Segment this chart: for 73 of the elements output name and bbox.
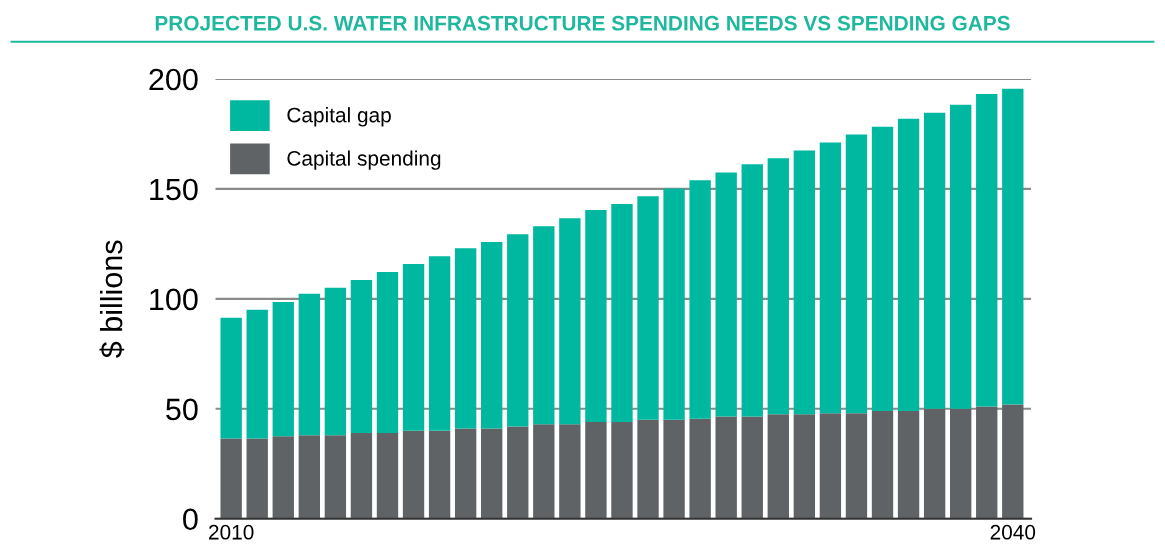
bar xyxy=(533,424,555,519)
bar xyxy=(428,256,451,431)
bar xyxy=(1002,88,1024,405)
bar xyxy=(689,418,711,519)
x-tick-label: 2010 xyxy=(209,524,254,540)
bar xyxy=(897,118,920,411)
bar xyxy=(585,210,607,422)
x-tick-label: 2040 xyxy=(990,524,1036,540)
bar xyxy=(950,104,972,409)
bar xyxy=(611,421,633,519)
y-tick-label: 100 xyxy=(150,288,198,311)
bar xyxy=(871,411,894,519)
bar xyxy=(767,158,789,415)
bar xyxy=(350,279,373,433)
bar xyxy=(819,413,842,519)
bar xyxy=(1002,404,1024,519)
bar xyxy=(272,301,294,437)
bar xyxy=(897,411,920,519)
bar xyxy=(533,226,555,425)
bar xyxy=(976,94,998,407)
bar xyxy=(507,426,529,519)
bar xyxy=(923,408,946,519)
bar xyxy=(559,424,581,519)
y-axis-title: $ billions xyxy=(99,240,125,358)
bar xyxy=(585,421,607,519)
bar xyxy=(637,419,659,519)
bar xyxy=(559,218,581,425)
bar xyxy=(298,293,320,436)
bar xyxy=(220,438,242,519)
bar xyxy=(793,150,816,415)
bar xyxy=(845,134,868,414)
bar xyxy=(454,248,477,429)
bar xyxy=(741,416,763,519)
bar xyxy=(507,234,529,427)
bar xyxy=(246,438,268,519)
bar xyxy=(976,406,998,519)
bar xyxy=(845,413,868,519)
bar xyxy=(298,435,320,519)
bar xyxy=(923,112,946,409)
bar xyxy=(220,317,242,439)
bar xyxy=(402,264,425,431)
bar xyxy=(272,436,294,519)
legend-label: Capital spending xyxy=(287,150,441,170)
bar xyxy=(741,164,763,417)
y-tick-label: 50 xyxy=(166,398,198,421)
bar xyxy=(324,435,347,519)
legend-label: Capital gap xyxy=(287,107,391,127)
bar xyxy=(402,430,425,519)
bar xyxy=(246,309,268,439)
bar xyxy=(689,180,711,419)
bar xyxy=(715,172,737,417)
bar xyxy=(871,126,894,411)
bar xyxy=(715,416,737,519)
bar xyxy=(637,196,659,420)
bar xyxy=(350,432,373,519)
bar xyxy=(819,142,842,414)
bar xyxy=(376,272,399,433)
bar xyxy=(663,419,685,519)
bar xyxy=(454,428,477,519)
bar xyxy=(793,414,816,519)
bar xyxy=(611,204,633,422)
bar xyxy=(376,432,399,519)
bar xyxy=(950,408,972,519)
bar xyxy=(428,430,451,519)
bar xyxy=(324,287,347,436)
y-tick-label: 150 xyxy=(150,178,198,201)
bar xyxy=(767,414,789,519)
bar xyxy=(481,242,503,429)
chart-title: PROJECTED U.S. WATER INFRASTRUCTURE SPENDING NEEDS VS SPENDING GAPS xyxy=(155,15,1010,31)
y-tick-label: 200 xyxy=(149,68,198,91)
y-tick-label: 0 xyxy=(183,508,198,531)
bar xyxy=(663,188,685,420)
bar xyxy=(481,428,503,519)
